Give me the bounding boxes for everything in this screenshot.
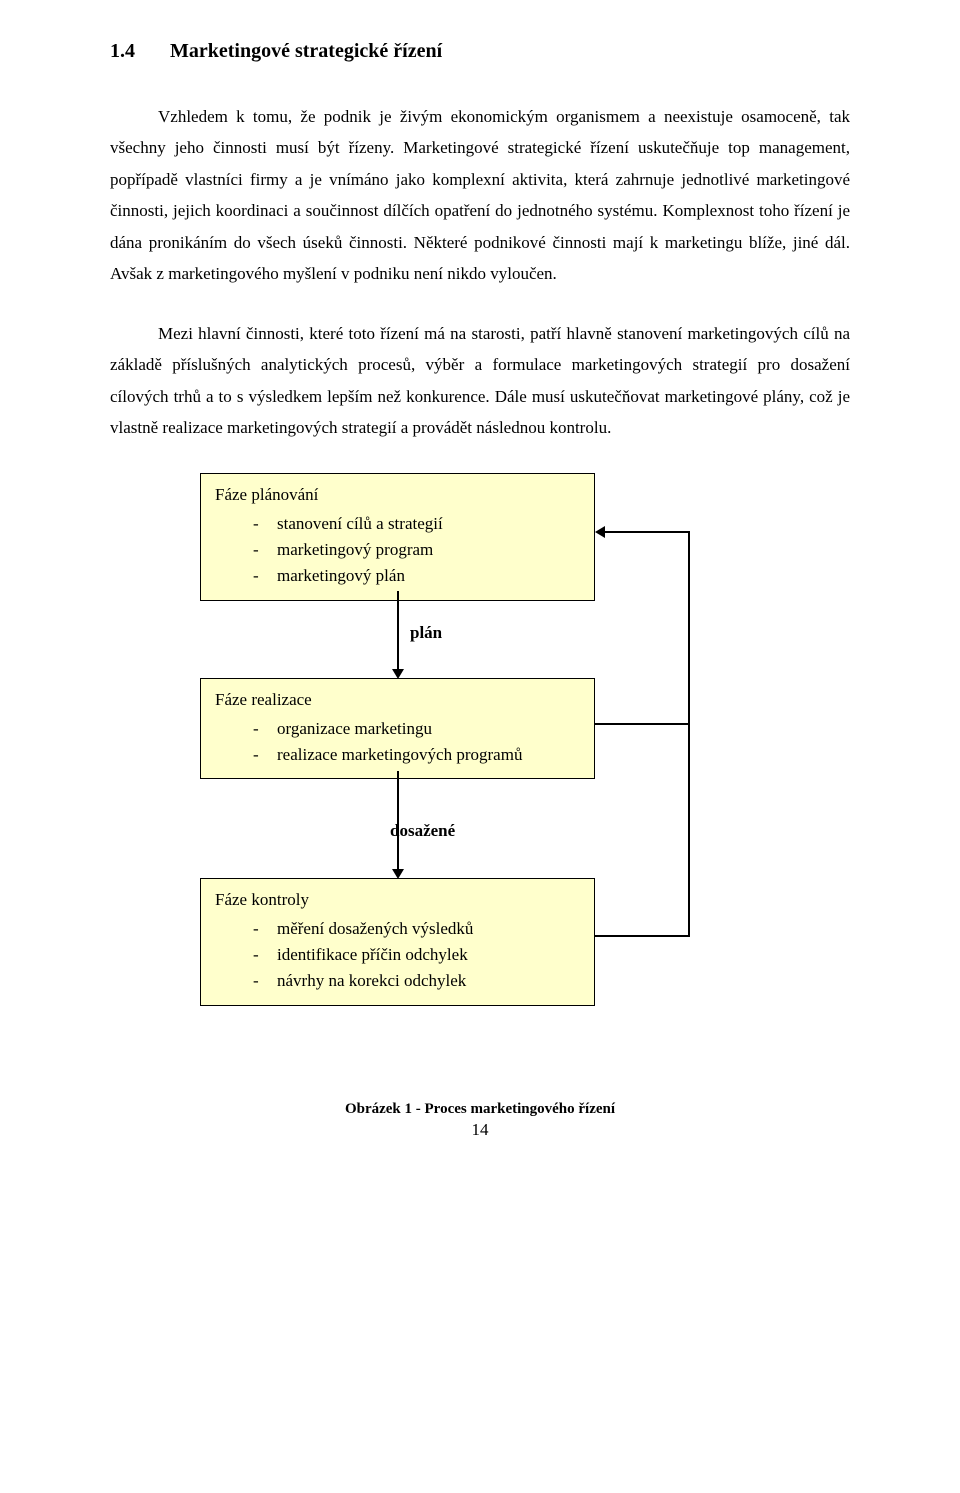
flow-box-planning: Fáze plánování stanovení cílů a strategi…	[200, 473, 595, 600]
flow-label-plan: plán	[410, 623, 442, 643]
paragraph-2: Mezi hlavní činnosti, které toto řízení …	[110, 318, 850, 444]
feedback-line	[605, 531, 690, 533]
flow-box-list: organizace marketingu realizace marketin…	[215, 716, 580, 769]
list-item: měření dosažených výsledků	[215, 916, 580, 942]
page-number: 14	[110, 1120, 850, 1140]
paragraph-1: Vzhledem k tomu, že podnik je živým ekon…	[110, 101, 850, 290]
list-item: návrhy na korekci odchylek	[215, 968, 580, 994]
page: 1.4 Marketingové strategické řízení Vzhl…	[0, 0, 960, 1170]
flowchart: Fáze plánování stanovení cílů a strategi…	[110, 473, 850, 1083]
list-item: marketingový plán	[215, 563, 580, 589]
list-item: stanovení cílů a strategií	[215, 511, 580, 537]
list-item: identifikace příčin odchylek	[215, 942, 580, 968]
feedback-line	[595, 723, 690, 725]
arrow-line	[397, 591, 399, 671]
arrow-left-icon	[595, 526, 605, 538]
list-item: realizace marketingových programů	[215, 742, 580, 768]
flow-box-control: Fáze kontroly měření dosažených výsledků…	[200, 878, 595, 1005]
flow-box-title: Fáze plánování	[215, 482, 580, 508]
flow-label-results: dosažené	[390, 821, 455, 841]
figure-caption: Obrázek 1 - Proces marketingového řízení	[110, 1101, 850, 1118]
flow-box-title: Fáze realizace	[215, 687, 580, 713]
section-title: Marketingové strategické řízení	[170, 40, 442, 63]
flow-box-list: měření dosažených výsledků identifikace …	[215, 916, 580, 995]
flow-box-title: Fáze kontroly	[215, 887, 580, 913]
section-heading: 1.4 Marketingové strategické řízení	[110, 40, 850, 63]
list-item: organizace marketingu	[215, 716, 580, 742]
feedback-line	[688, 531, 690, 937]
flow-box-list: stanovení cílů a strategií marketingový …	[215, 511, 580, 590]
section-number: 1.4	[110, 40, 170, 63]
list-item: marketingový program	[215, 537, 580, 563]
feedback-line	[595, 935, 690, 937]
flow-box-realization: Fáze realizace organizace marketingu rea…	[200, 678, 595, 779]
